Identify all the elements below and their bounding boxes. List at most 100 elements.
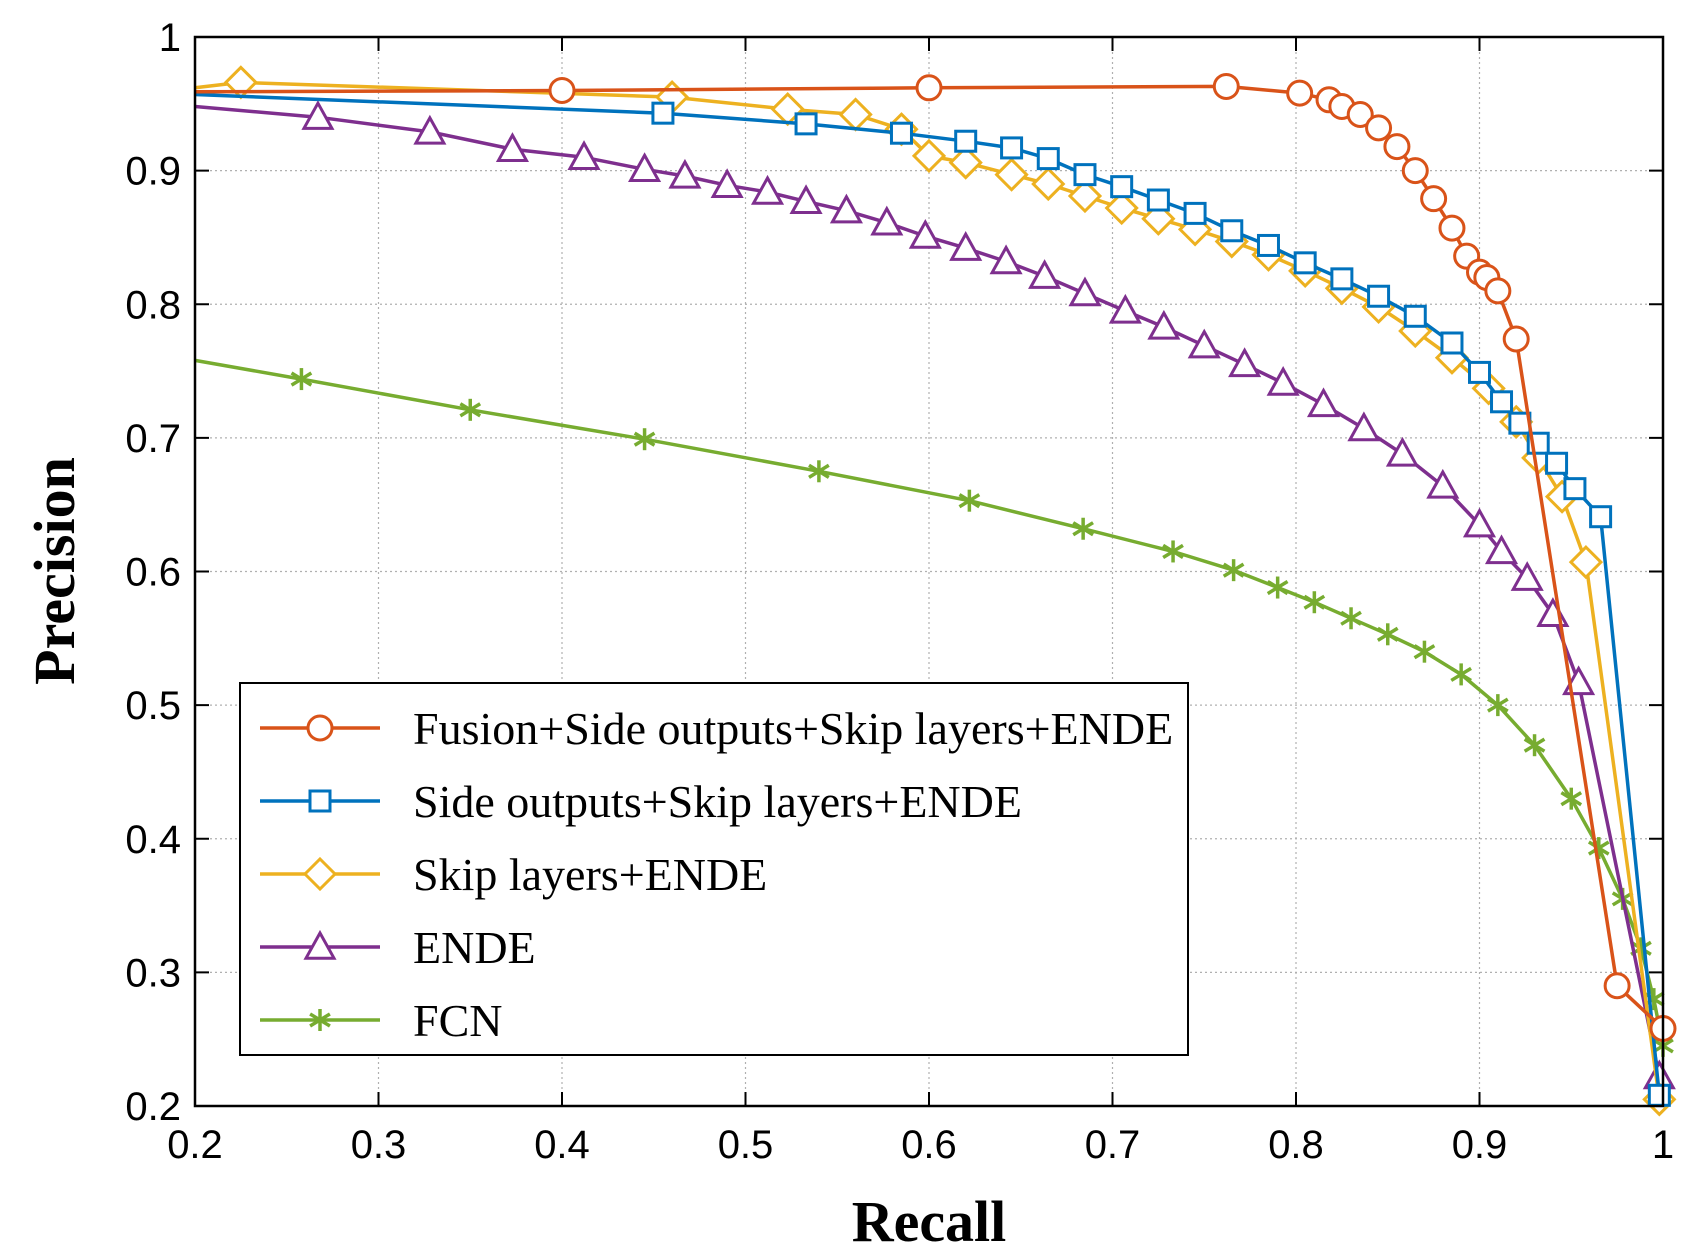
data-point	[1438, 214, 1466, 242]
legend-entry: Skip layers+ENDE	[260, 849, 767, 900]
data-point	[668, 158, 702, 189]
x-tick-label: 0.3	[351, 1123, 407, 1167]
legend-box	[239, 682, 1189, 1056]
legend-marker	[306, 714, 334, 742]
y-tick-label: 0.3	[125, 951, 181, 995]
data-point	[1603, 972, 1631, 1000]
data-point	[1403, 304, 1427, 328]
data-point	[1365, 114, 1393, 142]
legend-label: FCN	[413, 995, 502, 1046]
data-point	[1450, 663, 1472, 686]
data-point	[710, 168, 744, 199]
data-point	[1266, 366, 1300, 396]
x-tick-label: 1	[1652, 1123, 1674, 1167]
legend-marker	[309, 1009, 331, 1031]
data-point	[1000, 136, 1024, 160]
data-point	[994, 157, 1029, 192]
data-point	[290, 368, 313, 391]
data-point	[1426, 468, 1460, 499]
y-tick-label: 0.6	[125, 551, 181, 595]
y-tick-label: 0.4	[125, 818, 181, 862]
data-point	[1212, 72, 1240, 100]
data-point	[750, 174, 785, 205]
legend-marker	[303, 929, 337, 960]
data-point	[1110, 175, 1134, 199]
data-point	[911, 138, 947, 174]
data-point	[1183, 201, 1207, 225]
data-point	[1031, 166, 1066, 202]
data-point	[651, 101, 675, 125]
data-point	[1266, 576, 1289, 599]
data-point	[413, 114, 447, 145]
x-tick-label: 0.4	[534, 1123, 590, 1167]
data-point	[1385, 436, 1419, 467]
data-point	[1545, 451, 1569, 475]
axis-ticks	[194, 36, 1664, 1107]
series-square	[194, 92, 1671, 1107]
data-point	[829, 193, 863, 224]
data-point	[1228, 347, 1262, 378]
data-point	[1502, 325, 1530, 353]
data-point	[1589, 505, 1613, 529]
legend: Fusion+Side outputs+Skip layers+ENDE Side…	[239, 682, 1189, 1056]
data-point	[1484, 534, 1519, 565]
y-tick-label: 0.5	[125, 684, 181, 728]
data-point	[628, 152, 662, 182]
data-point	[1306, 387, 1341, 418]
data-point	[1028, 259, 1062, 289]
x-tick-label: 0.6	[901, 1123, 957, 1167]
data-point	[1560, 787, 1583, 810]
legend-entry: Fusion+Side outputs+Skip layers+ENDE	[260, 703, 1173, 754]
data-point	[1162, 540, 1184, 563]
legend-marker	[308, 789, 332, 813]
legend-entry: FCN	[260, 995, 502, 1046]
data-point	[1073, 163, 1097, 187]
data-point	[908, 219, 942, 249]
data-point	[1420, 185, 1448, 213]
data-point	[1293, 251, 1317, 275]
data-point	[1401, 157, 1429, 185]
data-point	[1346, 101, 1374, 129]
data-point	[1383, 133, 1411, 161]
data-point	[808, 460, 830, 483]
data-point	[949, 231, 983, 261]
data-point	[1587, 837, 1610, 860]
legend-label: Side outputs+Skip layers+ENDE	[413, 776, 1022, 827]
series-layer	[194, 65, 1677, 1117]
x-axis-title: Recall	[852, 1189, 1007, 1254]
legend-entry: Side outputs+Skip layers+ENDE	[260, 776, 1022, 827]
data-point	[1303, 591, 1326, 614]
data-point	[958, 489, 981, 512]
data-point	[1647, 1083, 1671, 1107]
x-tick-label: 0.8	[1268, 1123, 1324, 1167]
data-point	[1036, 147, 1060, 171]
data-point	[1146, 188, 1170, 212]
data-point	[1440, 331, 1464, 355]
data-point	[567, 140, 601, 170]
data-point	[1462, 507, 1497, 538]
data-point	[1072, 517, 1094, 540]
data-point	[1330, 267, 1354, 291]
data-point	[1510, 561, 1544, 591]
data-point	[1376, 623, 1399, 646]
data-point	[1523, 734, 1546, 757]
x-tick-label: 0.2	[167, 1123, 223, 1167]
data-point	[1067, 178, 1103, 214]
y-tick-label: 0.8	[125, 283, 181, 327]
data-point	[1286, 79, 1314, 107]
x-tick-label: 0.5	[718, 1123, 774, 1167]
data-point	[1413, 640, 1436, 663]
data-point	[989, 244, 1023, 275]
data-point	[1256, 233, 1280, 257]
data-point	[1068, 276, 1102, 307]
data-point	[1490, 390, 1514, 414]
legend-label: Skip layers+ENDE	[413, 849, 767, 900]
data-point	[789, 184, 823, 215]
y-axis-title: Precision	[22, 457, 87, 685]
y-tick-label: 0.9	[125, 150, 181, 194]
legend-marker	[302, 856, 338, 892]
data-point	[633, 428, 656, 451]
data-point	[1347, 411, 1381, 442]
data-point	[1104, 190, 1139, 226]
data-point	[889, 121, 913, 145]
